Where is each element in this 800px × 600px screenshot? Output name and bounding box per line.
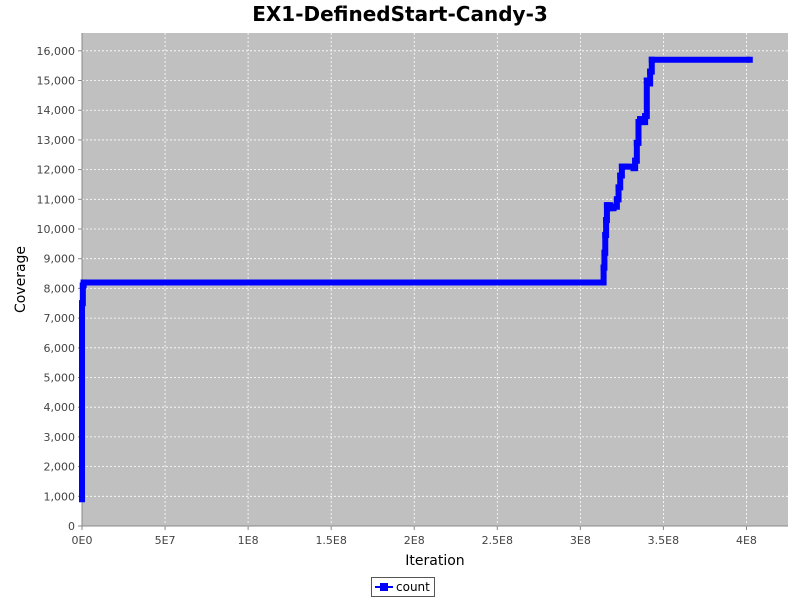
- data-point: [603, 217, 610, 224]
- x-tick-label: 4E8: [736, 534, 757, 547]
- data-point: [600, 264, 607, 271]
- axes: 0E0 5E7 1E8 1.5E8 2E8 2.5E8 3E8 3.5E8 4E8 0 1,000 2…: [37, 33, 788, 547]
- x-tick-label: 3.5E8: [648, 534, 679, 547]
- data-point: [613, 196, 620, 203]
- y-tick-label: 11,000: [37, 193, 76, 206]
- data-point: [80, 279, 87, 286]
- data-point: [79, 344, 85, 351]
- grid-lines: [82, 33, 788, 526]
- x-tick-label: 0E0: [72, 534, 93, 547]
- data-point: [79, 383, 85, 390]
- x-tick-label: 1E8: [238, 534, 259, 547]
- y-tick-label: 6,000: [44, 342, 76, 355]
- data-point: [79, 427, 85, 434]
- data-point: [618, 163, 625, 170]
- y-tick-label: 9,000: [44, 253, 76, 266]
- data-point: [79, 326, 85, 333]
- y-axis-label: Coverage: [13, 246, 29, 313]
- y-tick-label: 13,000: [37, 134, 76, 147]
- x-tick-label: 5E7: [155, 534, 176, 547]
- data-point: [79, 469, 85, 476]
- data-point: [79, 448, 85, 455]
- y-tick-label: 16,000: [37, 45, 76, 58]
- x-tick-label: 1.5E8: [315, 534, 346, 547]
- data-point: [607, 205, 614, 212]
- data-point: [598, 279, 605, 286]
- data-point: [79, 413, 85, 420]
- x-tick-label: 2.5E8: [482, 534, 513, 547]
- y-tick-label: 3,000: [44, 431, 76, 444]
- y-tick-label: 10,000: [37, 223, 76, 236]
- x-tick-label: 2E8: [404, 534, 425, 547]
- y-tick-label: 8,000: [44, 282, 76, 295]
- x-tick-label: 3E8: [570, 534, 591, 547]
- x-axis-label: Iteration: [405, 553, 464, 569]
- chart-title: EX1-DefinedStart-Candy-3: [252, 2, 548, 26]
- data-point: [642, 113, 649, 120]
- data-point: [601, 249, 608, 256]
- y-tick-label: 5,000: [44, 372, 76, 385]
- data-point: [79, 359, 85, 366]
- y-tick-label: 1,000: [44, 490, 76, 503]
- y-tick-label: 14,000: [37, 104, 76, 117]
- legend-label: count: [396, 580, 430, 594]
- data-point: [602, 231, 609, 238]
- data-point: [630, 165, 637, 172]
- data-point: [79, 300, 85, 307]
- y-tick-label: 15,000: [37, 75, 76, 88]
- y-tick-label: 0: [68, 520, 75, 533]
- y-tick-label: 7,000: [44, 312, 76, 325]
- data-point: [623, 163, 630, 170]
- y-tick-label: 12,000: [37, 164, 76, 177]
- data-point: [648, 56, 655, 63]
- data-point: [79, 496, 85, 503]
- series-layer: [79, 56, 753, 503]
- data-point: [632, 157, 639, 164]
- legend-swatch-icon: [375, 582, 393, 592]
- y-tick-label: 2,000: [44, 461, 76, 474]
- data-point: [647, 68, 654, 75]
- y-tick-label: 4,000: [44, 401, 76, 414]
- data-point: [637, 116, 644, 123]
- data-point: [79, 371, 85, 378]
- data-point: [746, 56, 753, 63]
- data-point: [645, 80, 652, 87]
- legend: count: [371, 577, 435, 597]
- data-point: [640, 119, 647, 126]
- data-point: [615, 184, 622, 191]
- data-point: [610, 203, 617, 210]
- data-point: [79, 398, 85, 405]
- data-point: [633, 139, 640, 146]
- data-point: [617, 172, 624, 179]
